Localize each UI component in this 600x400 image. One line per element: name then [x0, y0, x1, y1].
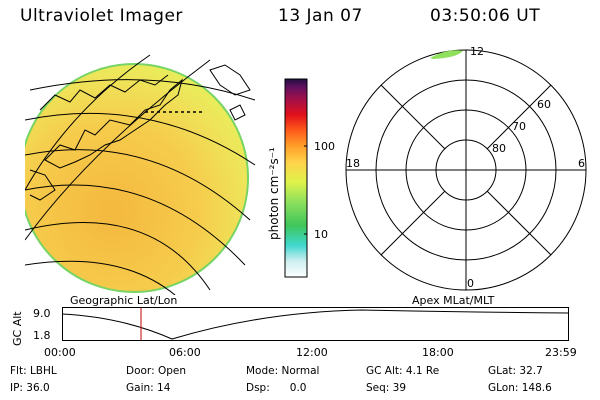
color-scale-bar	[284, 78, 308, 278]
altitude-plot	[62, 307, 569, 341]
mlat-label-70: 70	[512, 120, 526, 133]
earth-disk	[25, 63, 249, 293]
mlt-label-12: 12	[470, 45, 484, 58]
polar-mlt-plot	[345, 49, 587, 291]
status-glon: GLon: 148.6	[488, 382, 552, 394]
time-label: 03:50:06 UT	[430, 6, 541, 26]
status-gc-alt: GC Alt: 4.1 Re	[366, 365, 440, 377]
colorbar-unit-label: photon cm⁻²s⁻¹	[267, 147, 281, 240]
colorbar-tick-100: 100	[314, 140, 335, 153]
time-tick-0600: 06:00	[169, 346, 201, 359]
apex-caption: Apex MLat/MLT	[412, 294, 495, 307]
status-glat: GLat: 32.7	[488, 365, 543, 377]
status-flt: Flt: LBHL	[10, 365, 57, 377]
mlt-label-0: 0	[467, 277, 474, 290]
gc-alt-axis-label: GC Alt	[11, 311, 24, 346]
status-ip: IP: 36.0	[10, 382, 50, 394]
geographic-image	[25, 54, 256, 295]
status-mode: Mode: Normal	[246, 365, 320, 377]
geographic-caption: Geographic Lat/Lon	[70, 294, 178, 307]
mlat-label-60: 60	[537, 98, 551, 111]
time-tick-1200: 12:00	[296, 346, 328, 359]
status-seq: Seq: 39	[366, 382, 407, 394]
time-tick-2359: 23:59	[545, 346, 577, 359]
time-tick-0000: 00:00	[44, 346, 76, 359]
alt-tick-9: 9.0	[33, 307, 51, 320]
mlt-label-18: 18	[346, 157, 360, 170]
mlat-label-80: 80	[492, 142, 506, 155]
date-label: 13 Jan 07	[278, 6, 363, 26]
auroral-patch	[430, 50, 463, 59]
alt-tick-1-8: 1.8	[33, 329, 51, 342]
mlt-label-6: 6	[578, 157, 585, 170]
time-tick-1800: 18:00	[422, 346, 454, 359]
status-dsp: Dsp: 0.0	[246, 382, 307, 394]
colorbar-tick-10: 10	[314, 228, 328, 241]
instrument-title: Ultraviolet Imager	[20, 6, 183, 26]
status-gain: Gain: 14	[126, 382, 171, 394]
status-door: Door: Open	[126, 365, 186, 377]
